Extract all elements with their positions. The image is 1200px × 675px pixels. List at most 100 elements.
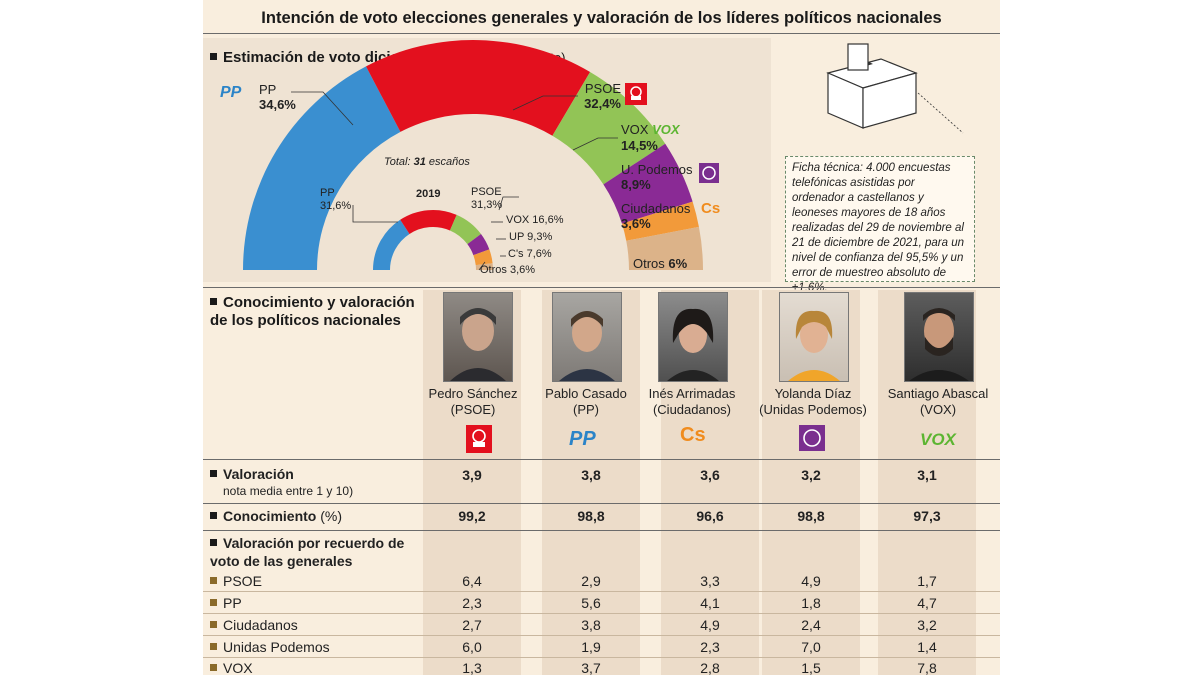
- recuerdo-value: 1,4: [917, 639, 937, 655]
- valoracion-value: 3,1: [917, 467, 937, 483]
- valoracion-value: 3,9: [462, 467, 482, 483]
- recuerdo-value: 4,9: [801, 573, 821, 589]
- label-2019-otros: Otros 3,6%: [480, 264, 536, 276]
- recuerdo-value: 1,3: [462, 660, 482, 675]
- recuerdo-value: 2,3: [700, 639, 720, 655]
- recuerdo-value: 7,0: [801, 639, 821, 655]
- leader-line: [512, 95, 578, 111]
- recuerdo-value: 2,8: [700, 660, 720, 675]
- arc-segment-pp: [373, 219, 410, 270]
- leader-line: [478, 261, 486, 271]
- recuerdo-value: 5,6: [581, 595, 601, 611]
- arc-segment-psoe: [400, 210, 457, 234]
- arc-segment-u-podemos: [603, 143, 693, 224]
- leader-line: [498, 196, 519, 211]
- valoracion-label: Valoración nota media entre 1 y 10): [210, 466, 353, 498]
- label-2019-cs: C's 7,6%: [508, 248, 552, 260]
- recuerdo-value: 3,2: [917, 617, 937, 633]
- recuerdo-value: 2,3: [462, 595, 482, 611]
- recuerdo-value: 3,7: [581, 660, 601, 675]
- label-2019-year: 2019: [416, 188, 441, 200]
- divider: [203, 635, 1000, 636]
- label-2019-psoe: PSOE 31,3%: [471, 186, 503, 211]
- label-otros: Otros 6%: [633, 256, 688, 271]
- label-vox: VOX VOX 14,5%: [621, 122, 680, 153]
- politicos-heading: Conocimiento y valoración de los polític…: [210, 294, 415, 329]
- recuerdo-row-label: PP: [210, 595, 242, 611]
- recuerdo-value: 2,4: [801, 617, 821, 633]
- leader-line: [572, 137, 618, 151]
- leader-photo: [443, 292, 513, 382]
- pp-logo-icon: PP: [569, 428, 596, 450]
- valoracion-value: 3,6: [700, 467, 720, 483]
- leader-photo: [552, 292, 622, 382]
- vox-logo-icon: VOX: [652, 122, 680, 137]
- vox-logo-icon: VOX: [920, 430, 956, 449]
- leader-name: Yolanda Díaz (Unidas Podemos): [759, 386, 867, 417]
- recuerdo-value: 1,5: [801, 660, 821, 675]
- arc-segment-pp: [243, 66, 401, 271]
- arc-segment-vox: [449, 214, 481, 245]
- conocimiento-value: 96,6: [696, 508, 724, 524]
- recuerdo-value: 2,9: [581, 573, 601, 589]
- leader-line: [291, 91, 354, 126]
- recuerdo-value: 6,4: [462, 573, 482, 589]
- label-psoe: PSOE 32,4%: [584, 81, 621, 111]
- recuerdo-row-label: Ciudadanos: [210, 617, 298, 633]
- divider: [203, 33, 1000, 34]
- leader-photo: [904, 292, 974, 382]
- recuerdo-heading: Valoración por recuerdo de voto de las g…: [210, 535, 405, 569]
- leader-photo: [658, 292, 728, 382]
- arc-segment-otros: [626, 226, 703, 270]
- ciudadanos-logo-icon: Cs: [701, 200, 721, 217]
- infographic: Intención de voto elecciones generales y…: [203, 0, 1000, 675]
- divider: [203, 459, 1000, 460]
- divider: [203, 503, 1000, 504]
- recuerdo-value: 7,8: [917, 660, 937, 675]
- conocimiento-value: 97,3: [913, 508, 941, 524]
- valoracion-value: 3,8: [581, 467, 601, 483]
- leader-name: Inés Arrimadas (Ciudadanos): [648, 386, 736, 417]
- recuerdo-value: 4,9: [700, 617, 720, 633]
- arc-segment-c-s: [473, 249, 493, 266]
- leader-line: [352, 205, 398, 223]
- label-2019-vox: VOX 16,6%: [506, 214, 564, 226]
- conocimiento-label: Conocimiento (%): [210, 508, 342, 524]
- ballot-box-icon: [826, 43, 964, 134]
- recuerdo-value: 3,3: [700, 573, 720, 589]
- divider: [203, 657, 1000, 658]
- recuerdo-value: 1,8: [801, 595, 821, 611]
- recuerdo-row-label: VOX: [210, 660, 253, 675]
- recuerdo-row-label: Unidas Podemos: [210, 639, 330, 655]
- leader-photo: [779, 292, 849, 382]
- label-ciudadanos: Ciudadanos 3,6%: [621, 201, 691, 231]
- divider: [203, 591, 1000, 592]
- recuerdo-value: 4,1: [700, 595, 720, 611]
- recuerdo-value: 1,7: [917, 573, 937, 589]
- leader-name: Pablo Casado (PP): [545, 386, 627, 417]
- ciudadanos-logo-icon: Cs: [680, 424, 706, 446]
- podemos-logo-icon: [799, 425, 825, 451]
- recuerdo-value: 3,8: [581, 617, 601, 633]
- recuerdo-value: 6,0: [462, 639, 482, 655]
- recuerdo-row-label: PSOE: [210, 573, 262, 589]
- conocimiento-value: 99,2: [458, 508, 486, 524]
- divider: [203, 530, 1000, 531]
- leader-name: Santiago Abascal (VOX): [887, 386, 989, 417]
- page-title: Intención de voto elecciones generales y…: [261, 9, 942, 27]
- valoracion-value: 3,2: [801, 467, 821, 483]
- recuerdo-value: 1,9: [581, 639, 601, 655]
- label-2019-up: UP 9,3%: [509, 231, 553, 243]
- arc-segment-psoe: [366, 40, 591, 136]
- total-seats: Total: 31 escaños: [384, 156, 470, 168]
- conocimiento-value: 98,8: [797, 508, 825, 524]
- label-podemos: U. Podemos 8,9%: [621, 162, 693, 192]
- ficha-tecnica: Ficha técnica: 4.000 encuestas telefónic…: [785, 156, 975, 294]
- recuerdo-value: 4,7: [917, 595, 937, 611]
- arc-segment-vox: [552, 72, 666, 185]
- conocimiento-value: 98,8: [577, 508, 605, 524]
- psoe-logo-icon: [466, 425, 492, 453]
- podemos-logo-icon: [699, 163, 719, 183]
- arc-segment-up: [467, 233, 490, 256]
- psoe-logo-icon: [625, 83, 647, 105]
